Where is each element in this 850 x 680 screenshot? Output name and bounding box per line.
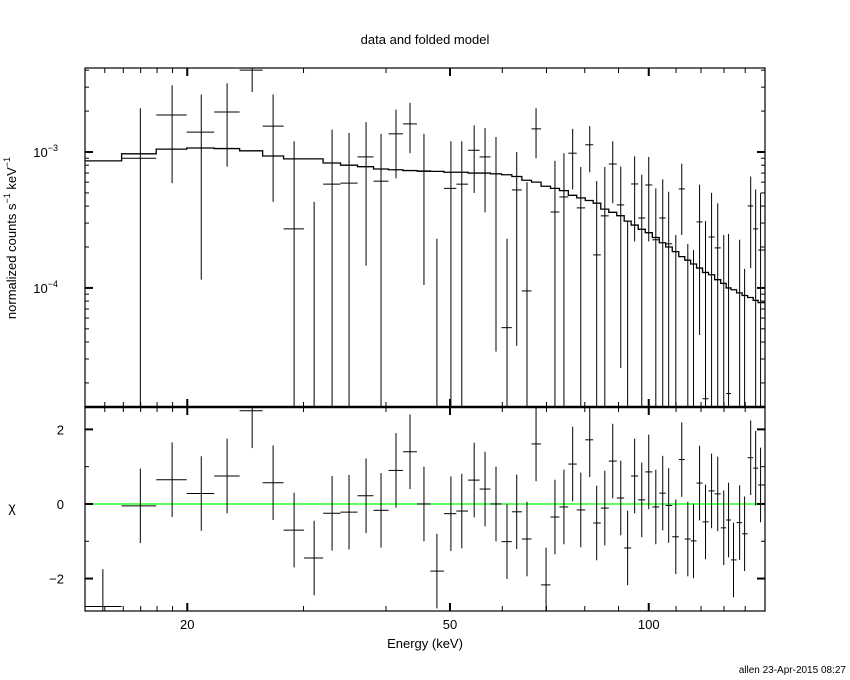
x-axis-label: Energy (keV) xyxy=(387,636,463,651)
y-tick-exponent: −3 xyxy=(48,143,58,153)
y-tick-exponent: −4 xyxy=(48,279,58,289)
residual-y-tick-label: −2 xyxy=(49,572,64,587)
footer-stamp: allen 23-Apr-2015 08:27 xyxy=(739,665,847,676)
top-panel: 10−310−4 xyxy=(33,67,766,408)
x-tick-label: 50 xyxy=(443,617,457,632)
model-step-line xyxy=(85,147,765,304)
y-tick-label: 10−4 xyxy=(33,279,58,296)
residual-y-tick-label: 0 xyxy=(57,497,64,512)
y-tick-label: 10−3 xyxy=(33,143,58,160)
x-tick-label: 100 xyxy=(638,617,660,632)
top-y-axis-label: normalized counts s−1 keV−1 xyxy=(2,157,19,319)
ylabel-part: normalized counts s xyxy=(4,203,19,319)
ylabel-sup: −1 xyxy=(2,193,12,203)
y-tick-base: 10 xyxy=(33,145,47,160)
x-tick-label: 20 xyxy=(180,617,194,632)
ylabel-sup: −1 xyxy=(2,157,12,167)
chart-title: data and folded model xyxy=(361,32,490,47)
bottom-y-axis-label: χ xyxy=(8,499,16,515)
y-tick-base: 10 xyxy=(33,281,47,296)
ylabel-part: keV xyxy=(4,167,19,193)
residual-y-tick-label: 2 xyxy=(57,422,64,437)
